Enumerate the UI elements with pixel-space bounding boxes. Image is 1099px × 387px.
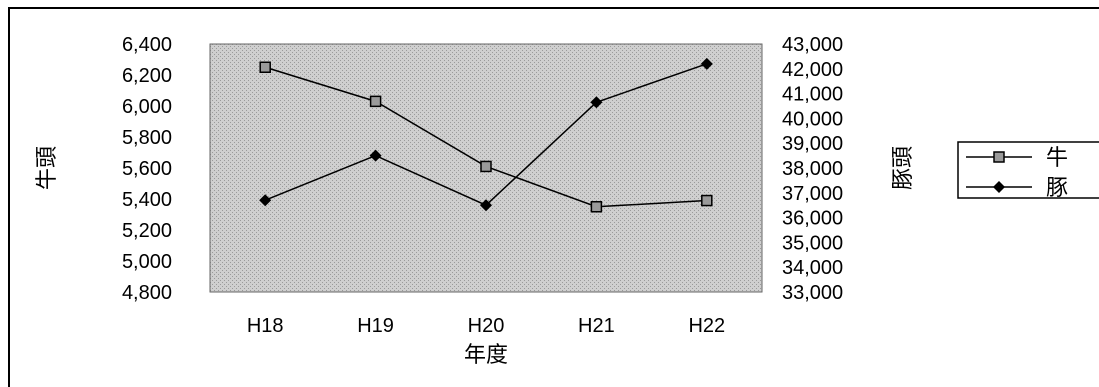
left-tick-label: 5,400 bbox=[122, 189, 172, 211]
left-tick-label: 6,000 bbox=[122, 96, 172, 118]
x-tick-label: H21 bbox=[578, 315, 615, 337]
right-tick-label: 39,000 bbox=[782, 133, 843, 155]
left-axis-title: 牛頭 bbox=[34, 146, 59, 190]
x-tick-label: H22 bbox=[688, 315, 725, 337]
left-tick-label: 5,800 bbox=[122, 127, 172, 149]
data-point bbox=[369, 149, 382, 162]
right-tick-label: 42,000 bbox=[782, 59, 843, 81]
data-point bbox=[369, 95, 382, 108]
x-axis-ticks: H18 H19 H20 H21 H22 bbox=[247, 315, 725, 337]
legend-item: 牛 bbox=[966, 145, 1068, 170]
right-tick-label: 38,000 bbox=[782, 158, 843, 180]
x-axis-title: 年度 bbox=[464, 342, 508, 367]
right-tick-label: 36,000 bbox=[782, 208, 843, 230]
data-point bbox=[590, 201, 603, 213]
chart-frame bbox=[8, 7, 1099, 387]
right-tick-label: 43,000 bbox=[782, 34, 843, 56]
x-tick-label: H18 bbox=[247, 315, 284, 337]
right-tick-label: 40,000 bbox=[782, 108, 843, 130]
chart: 4,800 5,000 5,200 5,400 5,600 5,800 6,000 6,200… bbox=[34, 34, 1099, 367]
right-tick-label: 34,000 bbox=[782, 257, 843, 279]
series-2 bbox=[259, 57, 713, 212]
right-tick-label: 35,000 bbox=[782, 232, 843, 254]
right-tick-label: 41,000 bbox=[782, 84, 843, 106]
data-point bbox=[700, 57, 713, 70]
data-point bbox=[480, 199, 492, 212]
left-tick-label: 6,400 bbox=[122, 34, 172, 56]
legend-label: 豚 bbox=[1046, 175, 1068, 200]
x-tick-label: H19 bbox=[357, 315, 394, 337]
data-point bbox=[480, 160, 492, 173]
right-tick-label: 33,000 bbox=[782, 282, 843, 304]
data-point bbox=[259, 61, 271, 73]
series-1 bbox=[259, 61, 713, 213]
right-tick-label: 37,000 bbox=[782, 183, 843, 205]
legend-item: 豚 bbox=[966, 175, 1068, 200]
left-tick-label: 5,000 bbox=[122, 251, 172, 273]
x-tick-label: H20 bbox=[468, 315, 505, 337]
left-tick-label: 4,800 bbox=[122, 282, 172, 304]
legend-marker bbox=[993, 151, 1005, 163]
legend-label: 牛 bbox=[1046, 145, 1068, 170]
left-tick-label: 5,200 bbox=[122, 220, 172, 242]
series-layer bbox=[259, 57, 713, 213]
left-tick-label: 5,600 bbox=[122, 158, 172, 180]
left-tick-label: 6,200 bbox=[122, 65, 172, 87]
legend-box bbox=[957, 141, 1099, 199]
data-point bbox=[590, 96, 603, 109]
data-point bbox=[701, 194, 713, 207]
right-axis-title: 豚頭 bbox=[890, 146, 915, 190]
legend: 牛豚 bbox=[957, 141, 1099, 200]
left-axis-ticks: 4,800 5,000 5,200 5,400 5,600 5,800 6,000 6,200… bbox=[122, 34, 172, 304]
data-point bbox=[259, 194, 272, 207]
legend-marker bbox=[993, 181, 1005, 193]
